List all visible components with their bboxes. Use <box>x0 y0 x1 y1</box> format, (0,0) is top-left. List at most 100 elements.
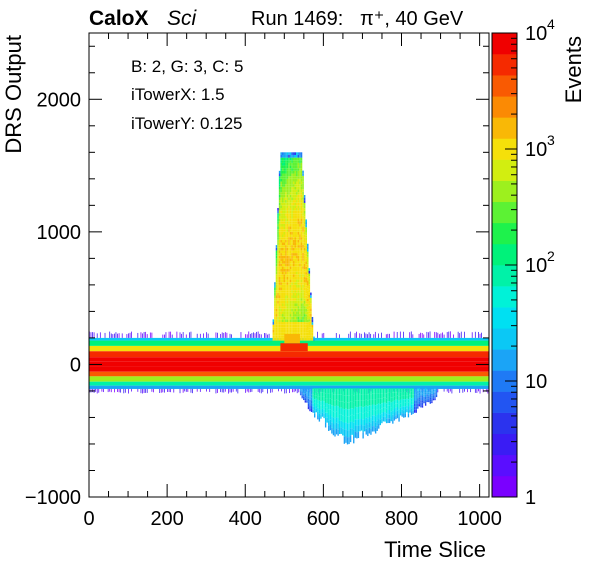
y-tick-label: 2000 <box>37 89 82 111</box>
undershoot-bin <box>335 422 338 429</box>
pulse-bin <box>302 178 304 182</box>
undershoot-bin <box>371 426 374 432</box>
baseline-noise-bin <box>253 332 254 338</box>
undershoot-bin <box>373 420 375 427</box>
pulse-bin <box>294 154 297 158</box>
undershoot-bin <box>385 388 388 394</box>
pulse-bin <box>285 300 287 304</box>
baseline-noise-bin <box>164 388 165 393</box>
baseline-noise-bin <box>281 388 282 392</box>
pulse-bin <box>281 287 284 291</box>
pulse-bin <box>277 213 279 216</box>
pulse-bin <box>277 268 279 272</box>
undershoot-bin <box>339 388 341 395</box>
x-tick-label: 400 <box>229 508 262 530</box>
baseline-noise-bin <box>440 333 442 338</box>
pulse-bin <box>280 329 282 333</box>
pulse-bin <box>281 152 284 155</box>
pulse-bin <box>296 250 298 254</box>
undershoot-bin <box>317 411 319 416</box>
undershoot-bin <box>353 422 355 430</box>
pulse-bin <box>292 263 295 267</box>
pulse-bin <box>306 249 309 252</box>
pulse-bin <box>302 260 304 264</box>
pulse-bin <box>275 276 278 280</box>
pulse-bin <box>292 316 295 320</box>
undershoot-bin <box>376 420 378 426</box>
undershoot-bin <box>373 404 375 410</box>
pulse-bin <box>300 271 303 275</box>
pulse-bin <box>305 295 307 299</box>
undershoot-bin <box>328 414 330 421</box>
pulse-bin <box>302 247 304 251</box>
undershoot-bin <box>368 427 371 434</box>
pulse-bin <box>278 245 281 248</box>
pulse-bin <box>302 242 304 245</box>
pulse-bin <box>280 194 282 198</box>
pulse-bin <box>288 162 290 166</box>
pulse-bin <box>286 276 289 280</box>
baseline-noise-bin <box>354 333 356 338</box>
undershoot-bin <box>321 392 324 397</box>
pulse-bin <box>302 292 304 296</box>
undershoot-bin <box>306 392 308 395</box>
undershoot-bin <box>434 395 436 398</box>
baseline-noise-bin <box>206 332 207 338</box>
pulse-bin <box>288 194 290 198</box>
x-axis: 0 200 400 600 800 1000 <box>83 33 502 530</box>
pulse-bin <box>292 162 295 166</box>
baseline-noise-bin <box>446 388 448 392</box>
pulse-bin <box>292 168 295 171</box>
pulse-bin <box>281 192 284 195</box>
pulse-bin <box>306 251 309 255</box>
pulse-bin <box>281 268 284 272</box>
pulse-bin <box>281 197 284 201</box>
pulse-bin <box>289 282 292 285</box>
pulse-bin <box>288 213 290 216</box>
undershoot-bin <box>314 395 316 400</box>
undershoot-bin <box>418 399 421 402</box>
baseline-noise-bin <box>179 332 181 338</box>
pulse-bin <box>289 194 292 198</box>
undershoot-bin <box>349 421 352 429</box>
color-bar-segment <box>492 265 517 287</box>
undershoot-bin <box>373 393 375 400</box>
pulse-bin <box>297 300 300 304</box>
pulse-bin <box>288 253 290 256</box>
pulse-bin <box>292 308 295 312</box>
pulse-bin <box>283 160 286 163</box>
pulse-bin <box>285 290 287 293</box>
pulse-bin <box>294 284 297 288</box>
undershoot-bin <box>299 390 302 392</box>
baseline-noise-bin <box>199 333 201 338</box>
pulse-bin <box>281 255 284 259</box>
pulse-bin <box>306 324 309 328</box>
pulse-bin <box>308 303 311 306</box>
pulse-bin <box>285 314 287 317</box>
pulse-bin <box>297 186 300 190</box>
pulse-bin <box>294 290 297 293</box>
pulse-bin <box>297 250 300 254</box>
pulse-bin <box>283 186 286 190</box>
pulse-bin <box>286 205 289 208</box>
undershoot-bin <box>354 400 356 407</box>
pulse-bin <box>291 165 293 169</box>
baseline-noise-bin <box>467 388 468 393</box>
pulse-bin <box>300 207 303 211</box>
undershoot-bin <box>426 394 428 397</box>
undershoot-bin <box>304 391 306 394</box>
undershoot-bin <box>431 395 433 398</box>
pulse-bin <box>291 316 293 320</box>
baseline-noise-bin <box>423 334 425 338</box>
undershoot-bin <box>376 388 378 394</box>
pulse-bin <box>294 250 297 254</box>
pulse-bin <box>275 261 278 264</box>
pulse-bin <box>291 279 293 283</box>
pulse-bin <box>277 255 279 259</box>
pulse-bin <box>296 152 298 155</box>
pulse-bin <box>281 184 284 187</box>
undershoot-bin <box>398 392 400 397</box>
pulse-bin <box>285 324 287 328</box>
pulse-bin <box>280 213 282 216</box>
baseline-noise-bin <box>117 388 118 392</box>
